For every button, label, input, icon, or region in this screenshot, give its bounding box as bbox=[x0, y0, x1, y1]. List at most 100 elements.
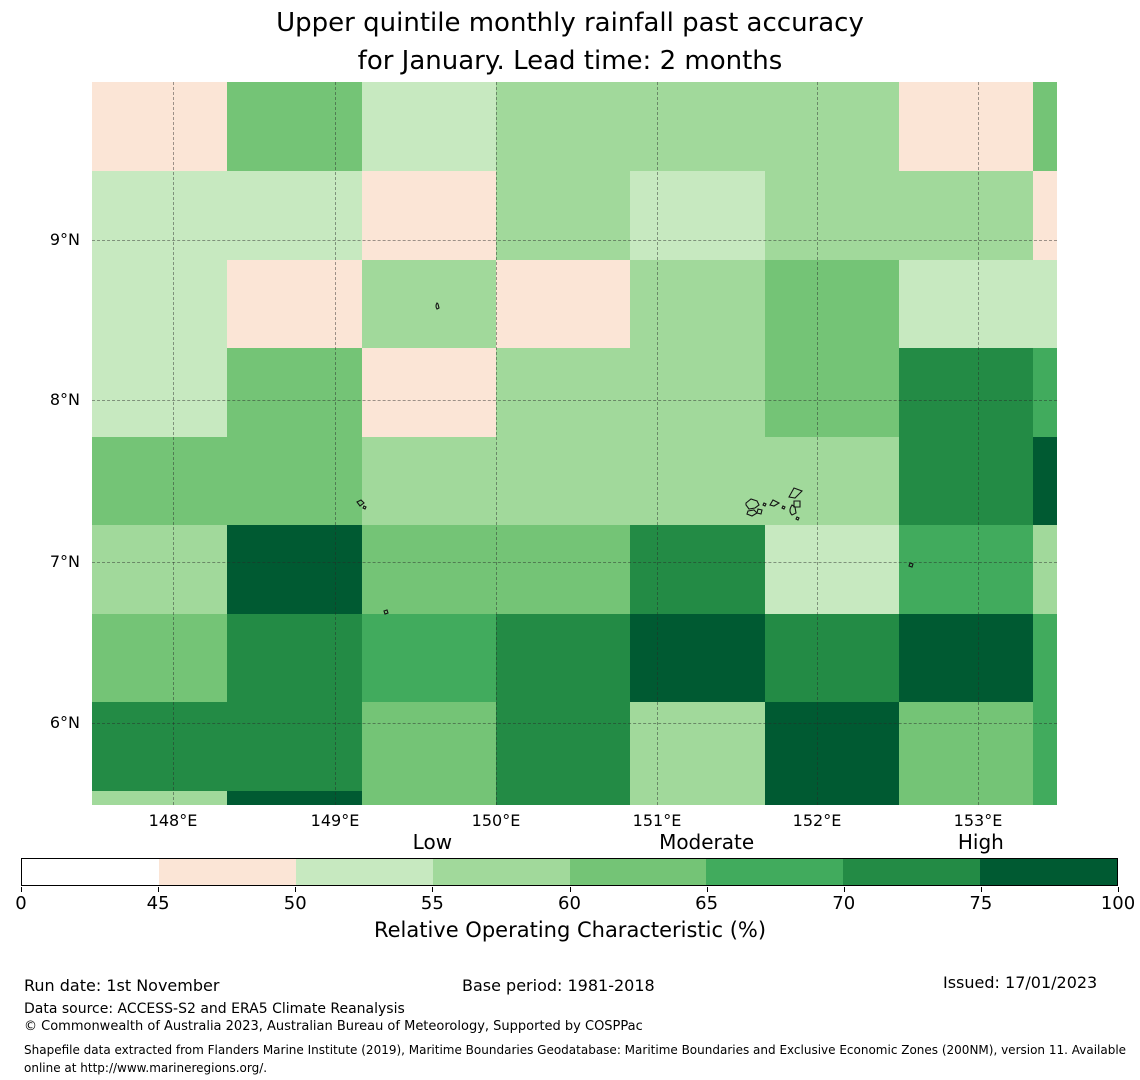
colorbar-tick-label: 60 bbox=[558, 893, 581, 914]
map-cell-roc-75-100 bbox=[1033, 437, 1057, 525]
map-cell-roc-70-75 bbox=[496, 614, 630, 702]
colorbar-segment-75-100 bbox=[980, 859, 1117, 885]
run-date-text: Run date: 1st November bbox=[24, 976, 220, 995]
map-cell-roc-60-65 bbox=[362, 525, 496, 614]
colorbar-tickmark bbox=[21, 887, 22, 892]
map-cell-roc-65-70 bbox=[1033, 791, 1057, 805]
colorbar-label-high: High bbox=[957, 830, 1004, 854]
map-cell-roc-70-75 bbox=[630, 525, 765, 614]
colorbar-tick-label: 55 bbox=[420, 893, 444, 914]
map-cell-roc-55-60 bbox=[630, 791, 765, 805]
map-cell-roc-55-60 bbox=[92, 791, 227, 805]
map-cell-roc-45-50 bbox=[899, 82, 1033, 171]
map-cell-roc-50-55 bbox=[92, 171, 227, 260]
map-cell-roc-50-55 bbox=[227, 171, 362, 260]
map-cell-roc-60-65 bbox=[899, 791, 1033, 805]
issued-date-text: Issued: 17/01/2023 bbox=[943, 973, 1098, 992]
map-grid-row bbox=[92, 702, 1057, 791]
latitude-gridline bbox=[92, 562, 1057, 563]
longitude-gridline bbox=[817, 82, 818, 805]
colorbar-segment-50-55 bbox=[295, 859, 433, 885]
longitude-gridline bbox=[496, 82, 497, 805]
map-cell-roc-65-70 bbox=[1033, 614, 1057, 702]
lon-tick-label: 153°E bbox=[953, 811, 1003, 830]
map-cell-roc-50-55 bbox=[1033, 260, 1057, 348]
map-cell-roc-65-70 bbox=[1033, 348, 1057, 437]
map-cell-roc-70-75 bbox=[496, 702, 630, 791]
map-cell-roc-55-60 bbox=[496, 82, 630, 171]
map-cell-roc-70-75 bbox=[92, 702, 227, 791]
colorbar-tick-label: 70 bbox=[832, 893, 856, 914]
lon-tick-label: 149°E bbox=[310, 811, 360, 830]
base-period-text: Base period: 1981-2018 bbox=[462, 976, 655, 995]
map-cell-roc-70-75 bbox=[227, 702, 362, 791]
map-cell-roc-75-100 bbox=[765, 702, 899, 791]
latitude-gridline bbox=[92, 400, 1057, 401]
map-cell-roc-60-65 bbox=[362, 702, 496, 791]
colorbar-tick-label: 65 bbox=[695, 893, 719, 914]
map-grid-row bbox=[92, 82, 1057, 171]
map-cell-roc-45-50 bbox=[227, 260, 362, 348]
map-cell-roc-45-50 bbox=[362, 348, 496, 437]
colorbar-tickmark bbox=[569, 887, 571, 892]
map-cell-roc-45-50 bbox=[92, 82, 227, 171]
map-grid-row bbox=[92, 348, 1057, 437]
longitude-gridline bbox=[657, 82, 658, 805]
map-cell-roc-55-60 bbox=[765, 82, 899, 171]
colorbar-label-moderate: Moderate bbox=[659, 830, 755, 854]
latitude-gridline bbox=[92, 723, 1057, 724]
shapefile-attribution-line1: Shapefile data extracted from Flanders M… bbox=[24, 1043, 1127, 1057]
colorbar-label-low: Low bbox=[412, 830, 453, 854]
map-cell-roc-50-55 bbox=[899, 260, 1033, 348]
map-cell-roc-55-60 bbox=[630, 437, 765, 525]
map-cell-roc-50-55 bbox=[92, 348, 227, 437]
heatmap-map-area bbox=[92, 82, 1057, 805]
map-cell-roc-60-65 bbox=[227, 348, 362, 437]
map-cell-roc-55-60 bbox=[630, 82, 765, 171]
shapefile-attribution-line2: online at http://www.marineregions.org/. bbox=[24, 1061, 268, 1075]
colorbar-tickmark bbox=[843, 887, 845, 892]
map-cell-roc-60-65 bbox=[227, 82, 362, 171]
map-cell-roc-55-60 bbox=[899, 171, 1033, 260]
colorbar-segment-70-75 bbox=[843, 859, 981, 885]
chart-title-line2: for January. Lead time: 2 months bbox=[357, 46, 783, 76]
lon-tick-label: 152°E bbox=[792, 811, 842, 830]
map-cell-roc-70-75 bbox=[227, 614, 362, 702]
colorbar-segment-55-60 bbox=[432, 859, 570, 885]
colorbar bbox=[21, 858, 1118, 886]
longitude-gridline bbox=[978, 82, 979, 805]
colorbar-segment-65-70 bbox=[706, 859, 844, 885]
map-cell-roc-50-55 bbox=[765, 525, 899, 614]
map-grid-row bbox=[92, 614, 1057, 702]
lat-tick-label: 7°N bbox=[49, 552, 80, 571]
longitude-gridline bbox=[173, 82, 174, 805]
map-cell-roc-60-65 bbox=[899, 702, 1033, 791]
lon-tick-label: 151°E bbox=[632, 811, 682, 830]
map-cell-roc-75-100 bbox=[227, 791, 362, 805]
colorbar-tickmark bbox=[158, 887, 160, 892]
map-cell-roc-55-60 bbox=[362, 437, 496, 525]
map-cell-roc-60-65 bbox=[765, 348, 899, 437]
map-cell-roc-50-55 bbox=[92, 260, 227, 348]
colorbar-tickmark bbox=[706, 887, 708, 892]
map-cell-roc-65-70 bbox=[1033, 702, 1057, 791]
map-cell-roc-55-60 bbox=[630, 348, 765, 437]
map-cell-roc-55-60 bbox=[765, 437, 899, 525]
lat-tick-label: 9°N bbox=[49, 230, 80, 249]
map-cell-roc-75-100 bbox=[227, 525, 362, 614]
map-grid-row bbox=[92, 260, 1057, 348]
colorbar-tickmark bbox=[295, 887, 297, 892]
map-cell-roc-55-60 bbox=[630, 702, 765, 791]
map-cell-roc-55-60 bbox=[496, 437, 630, 525]
map-cell-roc-50-55 bbox=[362, 82, 496, 171]
map-cell-roc-70-75 bbox=[765, 614, 899, 702]
colorbar-tick-label: 45 bbox=[146, 893, 170, 914]
map-cell-roc-65-70 bbox=[362, 614, 496, 702]
colorbar-tick-label: 75 bbox=[969, 893, 993, 914]
map-cell-roc-55-60 bbox=[496, 171, 630, 260]
map-cell-roc-55-60 bbox=[362, 260, 496, 348]
colorbar-axis-label: Relative Operating Characteristic (%) bbox=[373, 918, 767, 942]
map-cell-roc-60-65 bbox=[362, 791, 496, 805]
map-cell-roc-60-65 bbox=[496, 525, 630, 614]
lon-tick-label: 148°E bbox=[148, 811, 198, 830]
